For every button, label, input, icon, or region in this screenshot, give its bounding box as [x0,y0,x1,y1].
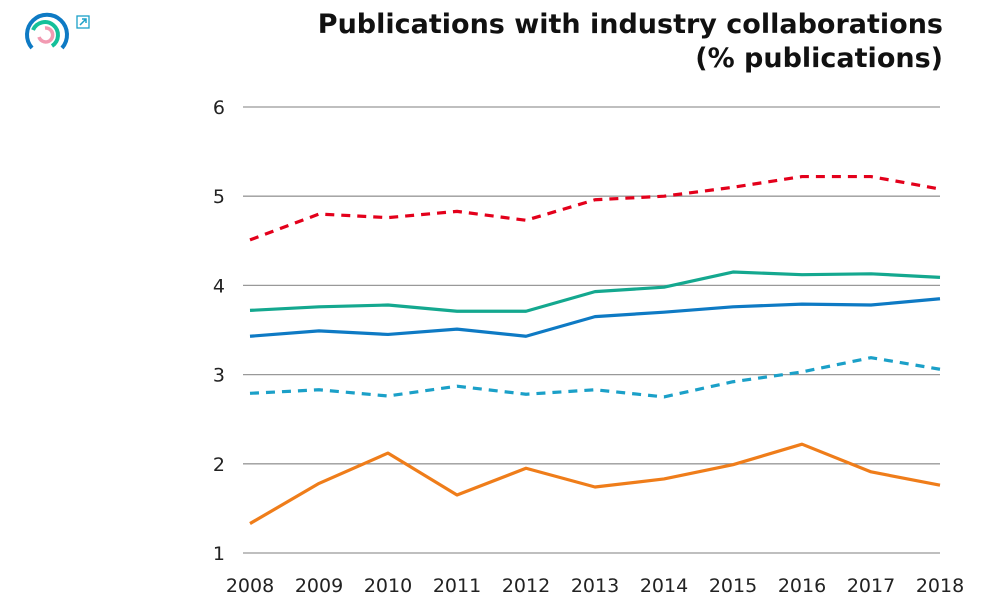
y-tick-label: 3 [213,365,225,387]
y-tick-label: 5 [213,186,225,208]
x-tick-label: 2011 [433,575,481,597]
external-link-icon[interactable] [76,15,90,29]
chart-title: Publications with industry collaboration… [317,9,943,40]
logo [25,12,69,50]
y-tick-label: 2 [213,454,225,476]
x-tick-label: 2015 [709,575,757,597]
x-tick-label: 2009 [295,575,343,597]
y-tick-label: 4 [213,275,225,297]
series-line-3 [249,297,941,338]
series-line-5 [249,442,941,525]
series-line-1 [249,174,941,242]
x-tick-label: 2012 [502,575,550,597]
x-tick-label: 2010 [364,575,412,597]
x-tick-label: 2008 [226,575,274,597]
x-tick-label: 2017 [847,575,895,597]
series-line-2 [249,270,941,313]
logo-outer-ring [25,12,69,50]
y-tick-label: 1 [213,543,225,565]
series-line-4 [249,356,941,399]
x-tick-label: 2016 [778,575,826,597]
logo-middle-ring [31,20,60,48]
y-tick-label: 6 [213,97,225,119]
chart-title-block: Publications with industry collaboration… [318,8,943,76]
x-tick-label: 2018 [916,575,964,597]
logo-inner-ring [37,26,55,44]
chart-subtitle: (% publications) [695,43,943,74]
x-tick-label: 2013 [571,575,619,597]
x-tick-label: 2014 [640,575,688,597]
